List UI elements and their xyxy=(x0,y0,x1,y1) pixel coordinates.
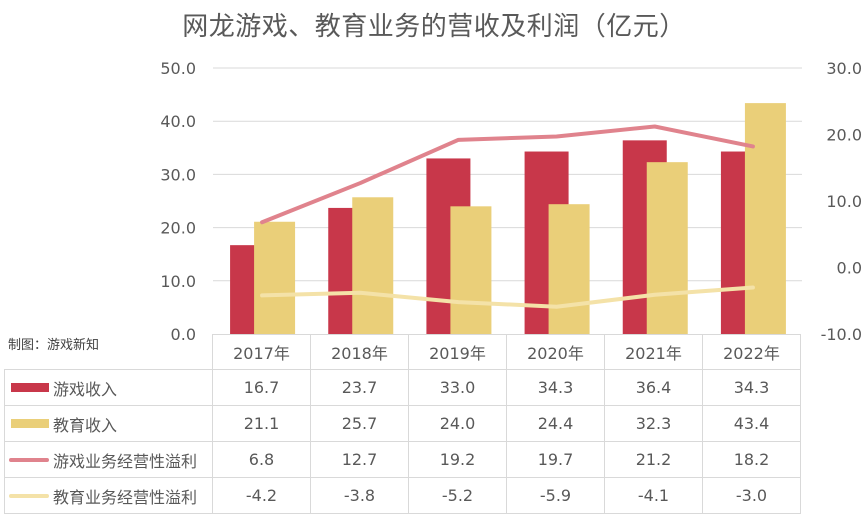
table-row-edu-revenue: 教育收入 21.1 25.7 24.0 24.4 32.3 43.4 xyxy=(4,405,801,442)
table-cell: 33.0 xyxy=(408,369,507,406)
legend-swatch-edu-revenue xyxy=(11,419,49,428)
table-cell: -5.2 xyxy=(408,477,507,514)
legend-entry-game-margin: 游戏业务经营性溢利 xyxy=(4,441,213,478)
legend-label: 教育收入 xyxy=(53,415,118,435)
data-table: 2017年 2018年 2019年 2020年 2021年 2022年 游戏收入… xyxy=(4,334,801,514)
table-cell: 19.7 xyxy=(506,441,605,478)
category-label: 2018年 xyxy=(310,334,409,370)
left-axis-tick-label: 50.0 xyxy=(160,59,196,78)
table-corner xyxy=(4,334,213,370)
table-row-edu-margin: 教育业务经营性溢利 -4.2 -3.8 -5.2 -5.9 -4.1 -3.0 xyxy=(4,477,801,514)
category-label: 2020年 xyxy=(506,334,605,370)
table-cell: 36.4 xyxy=(604,369,703,406)
table-header-row: 2017年 2018年 2019年 2020年 2021年 2022年 xyxy=(4,334,801,370)
table-row-game-revenue: 游戏收入 16.7 23.7 33.0 34.3 36.4 34.3 xyxy=(4,369,801,406)
legend-entry-game-revenue: 游戏收入 xyxy=(4,369,213,406)
left-axis-tick-label: 20.0 xyxy=(160,219,196,238)
right-axis-tick-label: 10.0 xyxy=(826,192,862,211)
bar-edu-revenue xyxy=(548,204,590,334)
legend-label: 游戏业务经营性溢利 xyxy=(53,451,198,471)
table-cell: 43.4 xyxy=(702,405,801,442)
table-cell: -5.9 xyxy=(506,477,605,514)
line-game-margin xyxy=(260,124,755,225)
legend-entry-edu-revenue: 教育收入 xyxy=(4,405,213,442)
table-cell: -4.2 xyxy=(212,477,311,514)
left-axis-tick-label: 30.0 xyxy=(160,165,196,184)
table-row-game-margin: 游戏业务经营性溢利 6.8 12.7 19.2 19.7 21.2 18.2 xyxy=(4,441,801,478)
bar-edu-revenue xyxy=(646,162,688,334)
table-cell: 19.2 xyxy=(408,441,507,478)
legend-label: 游戏收入 xyxy=(53,379,118,399)
bar-edu-revenue xyxy=(254,221,296,334)
table-cell: 25.7 xyxy=(310,405,409,442)
chart-title: 网龙游戏、教育业务的营收及利润（亿元） xyxy=(182,12,686,42)
line-edu-margin xyxy=(260,285,755,309)
table-cell: 16.7 xyxy=(212,369,311,406)
legend-swatch-game-revenue xyxy=(11,383,49,392)
legend-swatch-edu-margin xyxy=(9,493,49,498)
table-cell: 6.8 xyxy=(212,441,311,478)
bar-edu-revenue xyxy=(450,206,492,334)
bar-edu-revenue xyxy=(744,103,786,334)
category-label: 2022年 xyxy=(702,334,801,370)
table-cell: -3.8 xyxy=(310,477,409,514)
legend-entry-edu-margin: 教育业务经营性溢利 xyxy=(4,477,213,514)
category-label: 2019年 xyxy=(408,334,507,370)
table-cell: 21.2 xyxy=(604,441,703,478)
left-axis-tick-label: 10.0 xyxy=(160,272,196,291)
category-label: 2017年 xyxy=(212,334,311,370)
right-axis-tick-label: 20.0 xyxy=(826,126,862,145)
table-cell: -4.1 xyxy=(604,477,703,514)
table-cell: 23.7 xyxy=(310,369,409,406)
table-cell: 34.3 xyxy=(702,369,801,406)
right-axis-tick-label: -10.0 xyxy=(821,325,862,344)
category-label: 2021年 xyxy=(604,334,703,370)
table-cell: -3.0 xyxy=(702,477,801,514)
right-axis-tick-label: 0.0 xyxy=(837,259,862,278)
right-axis-tick-label: 30.0 xyxy=(826,59,862,78)
bar-edu-revenue xyxy=(352,197,394,334)
legend-swatch-game-margin xyxy=(9,457,49,462)
table-cell: 32.3 xyxy=(604,405,703,442)
left-axis-tick-label: 40.0 xyxy=(160,112,196,131)
table-cell: 34.3 xyxy=(506,369,605,406)
table-cell: 24.4 xyxy=(506,405,605,442)
table-cell: 18.2 xyxy=(702,441,801,478)
table-cell: 21.1 xyxy=(212,405,311,442)
table-cell: 24.0 xyxy=(408,405,507,442)
table-cell: 12.7 xyxy=(310,441,409,478)
legend-label: 教育业务经营性溢利 xyxy=(53,487,198,507)
